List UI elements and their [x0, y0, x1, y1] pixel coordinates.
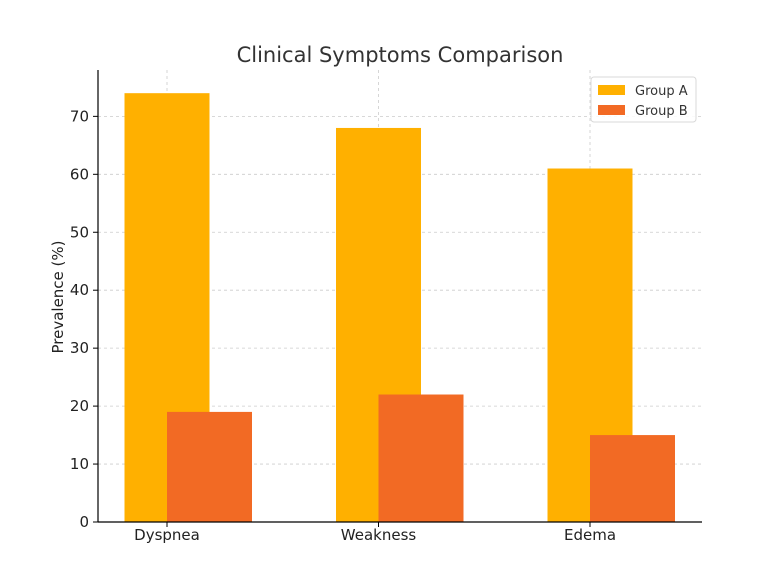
legend-label: Group A [635, 84, 688, 99]
legend: Group A Group B [590, 76, 697, 123]
y-tick-label: 40 [70, 281, 89, 299]
chart-title: Clinical Symptoms Comparison [237, 43, 564, 67]
legend-swatch [598, 85, 625, 95]
y-axis-title: Prevalence (%) [49, 240, 67, 353]
bars-layer [124, 93, 675, 522]
bar-group-b-weakness [378, 394, 464, 522]
x-tick-label: Weakness [341, 526, 417, 544]
bar-group-b-edema [590, 435, 675, 522]
y-tick-label: 0 [79, 513, 89, 531]
y-tick-label: 60 [70, 165, 89, 183]
legend-label: Group B [635, 104, 688, 119]
legend-swatch [598, 105, 625, 115]
y-tick-label: 70 [70, 107, 89, 125]
y-tick-label: 50 [70, 223, 89, 241]
y-tick-label: 30 [70, 339, 89, 357]
x-tick-label: Dyspnea [134, 526, 200, 544]
y-tick-label: 20 [70, 397, 89, 415]
y-tick-label: 10 [70, 455, 89, 473]
bar-group-b-dyspnea [167, 411, 252, 522]
axes-layer: 0 10 20 30 40 50 60 70 Dyspnea Weakness Edema [70, 70, 702, 544]
x-tick-label: Edema [564, 526, 616, 544]
